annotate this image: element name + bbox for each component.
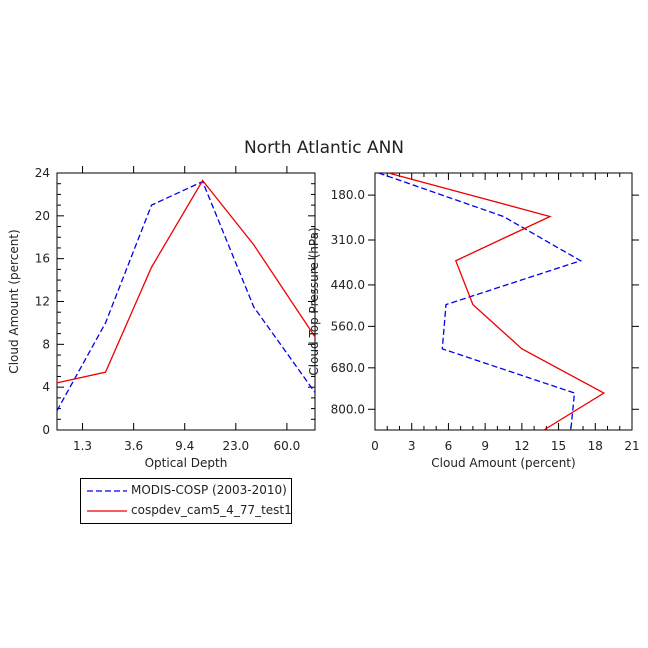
legend-swatch-modis bbox=[87, 490, 127, 492]
chart-title: North Atlantic ANN bbox=[244, 138, 404, 158]
x-tick-label: 1.3 bbox=[73, 439, 92, 453]
pressure-panel: 0 3 6 9 12 15 18 21 180.0 310.0 440.0 560.0 680.0 800… bbox=[307, 172, 640, 470]
series-line-modis bbox=[56, 180, 316, 412]
legend-item-modis: MODIS-COSP (2003-2010) bbox=[85, 481, 289, 501]
x-tick-label: 9.4 bbox=[175, 439, 194, 453]
y-tick-label: 16 bbox=[35, 252, 50, 266]
y-tick-label: 560.0 bbox=[331, 319, 365, 333]
x-axis-label: Optical Depth bbox=[145, 456, 228, 470]
y-tick-label: 310.0 bbox=[331, 233, 365, 247]
x-tick-label: 3 bbox=[408, 439, 416, 453]
x-tick-label: 23.0 bbox=[222, 439, 249, 453]
x-tick-label: 21 bbox=[624, 439, 639, 453]
series-line-model bbox=[56, 179, 316, 384]
x-axis-label: Cloud Amount (percent) bbox=[431, 456, 575, 470]
y-tick-label: 680.0 bbox=[331, 361, 365, 375]
optical-depth-panel: 0 4 8 12 16 20 24 1.3 3.6 9.4 23.0 60.0 Optical Dept… bbox=[7, 166, 316, 470]
x-tick-label: 3.6 bbox=[124, 439, 143, 453]
y-tick-label: 440.0 bbox=[331, 278, 365, 292]
legend-swatch-model bbox=[87, 510, 127, 512]
y-tick-label: 20 bbox=[35, 209, 50, 223]
series-line-modis bbox=[378, 172, 583, 431]
y-tick-label: 24 bbox=[35, 166, 50, 180]
legend: MODIS-COSP (2003-2010) cospdev_cam5_4_77… bbox=[80, 478, 292, 524]
y-axis-label: Cloud Top Pressure (hPa) bbox=[307, 227, 321, 375]
x-tick-label: 9 bbox=[481, 439, 489, 453]
x-tick-label: 60.0 bbox=[274, 439, 301, 453]
x-tick-label: 6 bbox=[445, 439, 453, 453]
legend-label-model: cospdev_cam5_4_77_test1 bbox=[131, 503, 292, 517]
y-tick-label: 0 bbox=[42, 423, 50, 437]
legend-label-modis: MODIS-COSP (2003-2010) bbox=[131, 483, 287, 497]
x-tick-label: 18 bbox=[588, 439, 603, 453]
x-tick-label: 15 bbox=[551, 439, 566, 453]
legend-item-model: cospdev_cam5_4_77_test1 bbox=[85, 501, 292, 521]
y-tick-label: 180.0 bbox=[331, 188, 365, 202]
plot-frame bbox=[56, 172, 316, 431]
series-line-model bbox=[388, 172, 606, 431]
y-tick-label: 800.0 bbox=[331, 402, 365, 416]
x-tick-label: 0 bbox=[371, 439, 379, 453]
y-tick-label: 12 bbox=[35, 295, 50, 309]
x-tick-label: 12 bbox=[514, 439, 529, 453]
plot-frame bbox=[374, 172, 633, 431]
y-axis-label: Cloud Amount (percent) bbox=[7, 229, 21, 373]
y-tick-label: 4 bbox=[42, 380, 50, 394]
y-tick-label: 8 bbox=[42, 337, 50, 351]
